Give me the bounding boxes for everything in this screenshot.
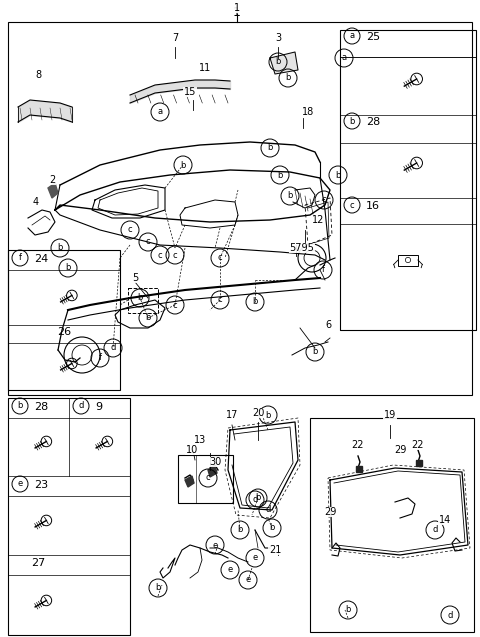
- Bar: [8, 250, 120, 390]
- Text: c: c: [206, 473, 210, 482]
- Text: b: b: [285, 73, 291, 83]
- Text: b: b: [312, 348, 318, 357]
- Text: b: b: [277, 171, 283, 180]
- Text: d: d: [110, 343, 116, 352]
- Text: e: e: [252, 554, 258, 562]
- Bar: [310, 418, 474, 632]
- Text: d: d: [252, 496, 258, 505]
- Text: c: c: [218, 254, 222, 262]
- Text: 24: 24: [34, 254, 48, 264]
- Text: 22: 22: [412, 440, 424, 450]
- Text: a: a: [349, 31, 355, 41]
- Text: b: b: [65, 264, 71, 273]
- Text: e: e: [212, 541, 217, 550]
- Text: 3: 3: [275, 33, 281, 43]
- Text: f: f: [322, 266, 324, 275]
- Text: b: b: [345, 606, 351, 615]
- Text: 17: 17: [226, 410, 238, 420]
- Text: 6: 6: [325, 320, 331, 330]
- Text: b: b: [269, 524, 275, 533]
- Text: c: c: [350, 201, 354, 210]
- Text: c: c: [158, 250, 162, 259]
- Text: 13: 13: [194, 435, 206, 445]
- Text: 29: 29: [394, 445, 406, 455]
- Text: d: d: [265, 506, 271, 515]
- Bar: [8, 398, 130, 635]
- Text: f: f: [19, 254, 22, 262]
- Text: 22: 22: [352, 440, 364, 450]
- Text: 1: 1: [234, 3, 240, 13]
- Text: b: b: [267, 143, 273, 152]
- Bar: [8, 22, 472, 395]
- Text: b: b: [265, 410, 271, 420]
- Text: 21: 21: [269, 545, 281, 555]
- Bar: [340, 30, 476, 330]
- Text: b: b: [252, 297, 258, 306]
- Text: b: b: [17, 401, 23, 410]
- Text: 27: 27: [31, 558, 46, 568]
- Text: 2: 2: [49, 175, 55, 185]
- Text: 16: 16: [366, 201, 380, 211]
- Text: c: c: [146, 238, 150, 247]
- Text: 26: 26: [57, 327, 71, 337]
- Text: 8: 8: [35, 70, 41, 80]
- Text: c: c: [173, 301, 177, 310]
- Text: 18: 18: [302, 107, 314, 117]
- Text: c: c: [322, 196, 326, 204]
- Text: a: a: [157, 108, 163, 117]
- Bar: [128, 288, 158, 313]
- Text: 4: 4: [33, 197, 39, 207]
- Text: 28: 28: [34, 402, 48, 412]
- Text: 1: 1: [233, 6, 241, 19]
- Text: e: e: [228, 566, 233, 575]
- Text: 28: 28: [366, 117, 380, 127]
- Text: 5: 5: [132, 273, 138, 283]
- Text: d: d: [447, 610, 453, 620]
- Text: a: a: [341, 54, 347, 62]
- Text: b: b: [156, 583, 161, 592]
- Text: 30: 30: [209, 457, 221, 467]
- Text: c: c: [128, 225, 132, 234]
- Text: 14: 14: [439, 515, 451, 525]
- Text: e: e: [245, 575, 251, 585]
- Bar: [398, 255, 418, 266]
- Text: f: f: [98, 354, 101, 362]
- Polygon shape: [48, 183, 58, 198]
- Bar: [178, 455, 233, 503]
- Text: 25: 25: [366, 32, 380, 42]
- Text: 10: 10: [186, 445, 198, 455]
- Polygon shape: [208, 466, 217, 477]
- Polygon shape: [356, 466, 362, 472]
- Text: b: b: [137, 294, 143, 303]
- Polygon shape: [416, 460, 422, 466]
- Text: b: b: [349, 117, 355, 125]
- Text: b: b: [145, 313, 151, 322]
- Polygon shape: [270, 52, 298, 74]
- Text: 23: 23: [34, 480, 48, 490]
- Text: 19: 19: [384, 410, 396, 420]
- Text: b: b: [288, 192, 293, 201]
- Text: b: b: [237, 526, 243, 534]
- Text: 7: 7: [172, 33, 178, 43]
- Text: 12: 12: [312, 215, 324, 225]
- Text: e: e: [17, 480, 23, 489]
- Text: b: b: [57, 243, 63, 252]
- Text: d: d: [432, 526, 438, 534]
- Text: 20: 20: [252, 408, 264, 418]
- Text: 5795: 5795: [289, 243, 314, 253]
- Text: b: b: [180, 161, 186, 169]
- Text: d: d: [78, 401, 84, 410]
- Text: 29: 29: [324, 507, 336, 517]
- Text: 15: 15: [184, 87, 196, 97]
- Text: b: b: [276, 57, 281, 66]
- Text: 9: 9: [95, 402, 102, 412]
- Polygon shape: [185, 476, 194, 487]
- Text: c: c: [218, 296, 222, 304]
- Text: c: c: [173, 250, 177, 259]
- Text: b: b: [336, 171, 341, 180]
- Text: b: b: [255, 494, 261, 503]
- Text: 11: 11: [199, 63, 211, 73]
